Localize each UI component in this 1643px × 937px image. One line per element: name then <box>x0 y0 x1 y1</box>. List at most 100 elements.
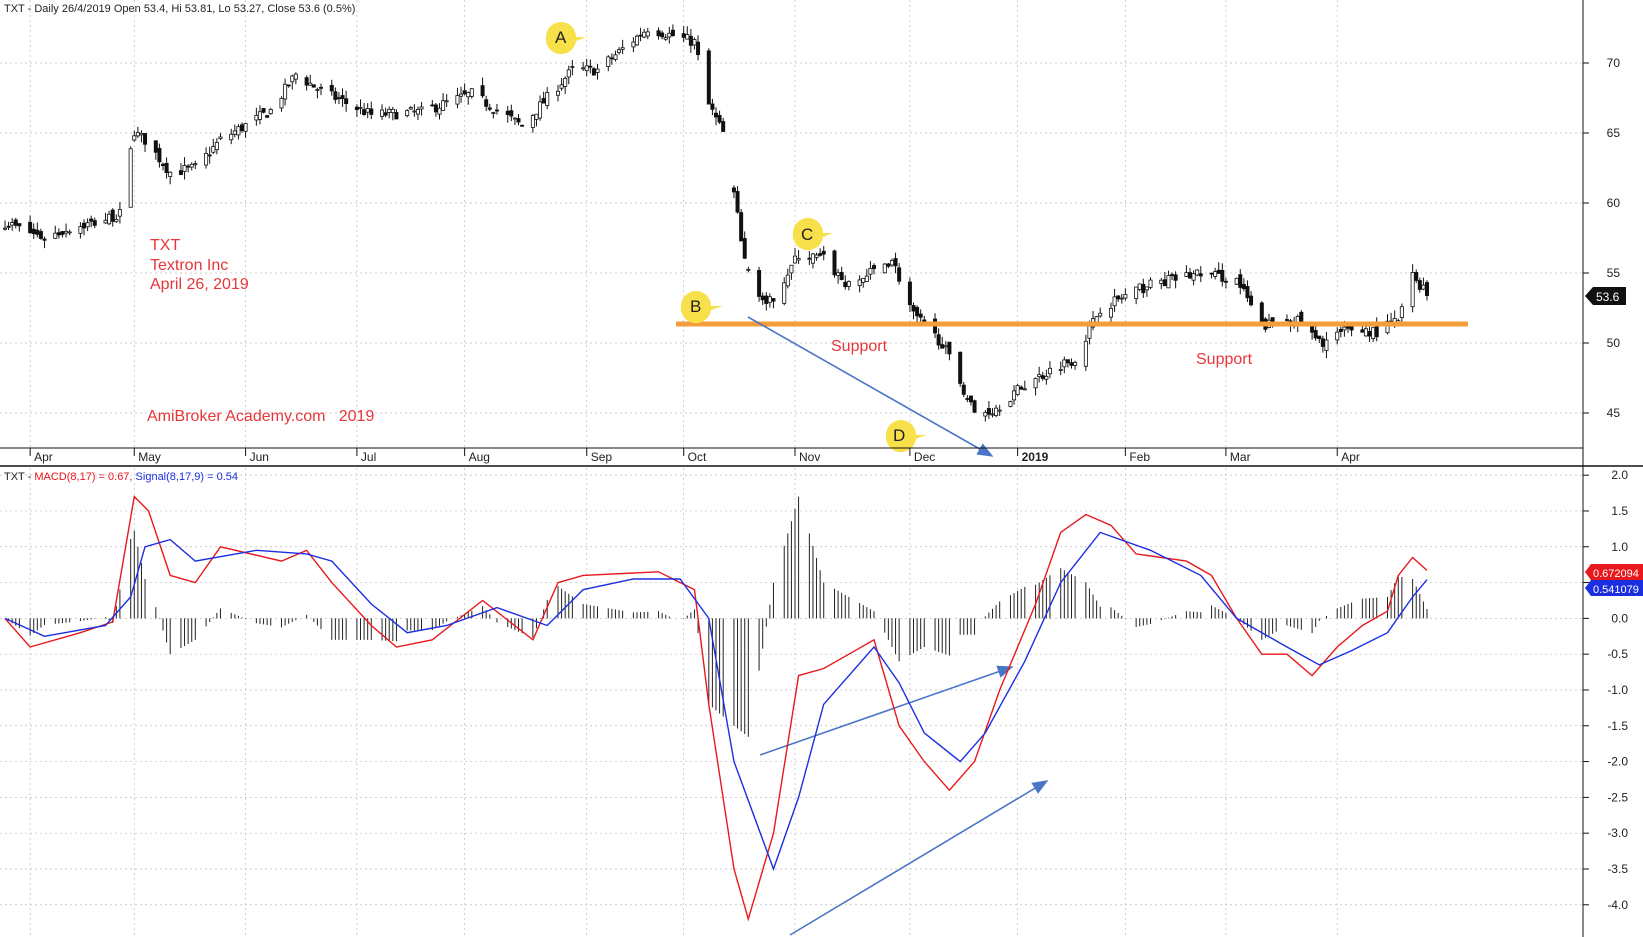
candle <box>735 186 740 214</box>
candle <box>182 157 187 180</box>
candle <box>516 114 521 126</box>
candle <box>595 63 600 80</box>
candle <box>89 215 94 228</box>
candle <box>663 33 668 41</box>
candle <box>42 236 47 249</box>
candle <box>469 88 474 99</box>
x-axis: Apr May Jun Jul Aug Sep Oct Nov Dec 2019 Feb Mar Apr <box>29 448 1360 464</box>
candle <box>1012 385 1017 405</box>
candle <box>1116 295 1121 302</box>
candle <box>128 146 133 208</box>
candle <box>918 309 923 323</box>
candle <box>1109 302 1114 326</box>
candle <box>670 24 675 37</box>
candle <box>3 220 8 231</box>
candle <box>1073 360 1078 370</box>
candle <box>1317 335 1322 344</box>
candle <box>455 87 460 109</box>
candle <box>606 55 611 72</box>
trend-arrow-macd-lower <box>789 780 1049 936</box>
candle <box>53 225 58 239</box>
x-tick-label: Dec <box>914 450 935 464</box>
svg-text:0.541079: 0.541079 <box>1593 584 1639 596</box>
candle <box>1065 359 1070 368</box>
candle <box>1083 334 1088 371</box>
candle <box>117 201 122 224</box>
svg-text:D: D <box>893 426 905 445</box>
candle <box>771 298 776 309</box>
candle <box>986 401 991 419</box>
macd-tick-label: 1.5 <box>1611 504 1628 518</box>
candle <box>997 404 1002 416</box>
price-tick-label: 65 <box>1607 126 1621 140</box>
candle <box>868 260 873 280</box>
price-tick-label: 60 <box>1607 196 1621 210</box>
candle <box>994 404 999 418</box>
candle <box>110 208 115 227</box>
candle <box>408 106 413 110</box>
trend-arrow-macd-upper <box>759 665 1014 756</box>
candle <box>746 266 751 273</box>
candle <box>810 252 815 269</box>
candle <box>67 229 72 236</box>
candle <box>645 27 650 40</box>
candle <box>563 76 568 94</box>
macd-tick-label: -1.5 <box>1607 719 1628 733</box>
last-price-box: 53.6 <box>1585 287 1626 305</box>
callout-a: A <box>545 22 586 55</box>
price-tick-label: 45 <box>1607 406 1621 420</box>
support-label-2: Support <box>1196 351 1253 368</box>
candle <box>437 103 442 120</box>
candle <box>168 171 173 185</box>
x-tick-label: Apr <box>34 450 53 464</box>
candle <box>1259 301 1264 326</box>
candle <box>864 269 869 282</box>
candle <box>968 395 973 406</box>
x-tick-label: Jul <box>361 450 376 464</box>
candle <box>157 143 162 168</box>
candle <box>143 133 148 152</box>
candle <box>1015 383 1020 396</box>
candle <box>268 107 273 115</box>
candle <box>415 106 420 121</box>
macd-tick-label: -1.0 <box>1607 683 1628 697</box>
macd-tick-label: 2.0 <box>1611 468 1628 482</box>
candle <box>132 130 137 142</box>
candle <box>189 162 194 171</box>
candle <box>283 78 288 106</box>
candle <box>1338 326 1343 338</box>
y-axis: 4550556065702.01.51.00.50.0-0.5-1.0-1.5-… <box>1583 56 1628 912</box>
price-header: TXT - Daily 26/4/2019 Open 53.4, Hi 53.8… <box>4 3 355 15</box>
macd-tick-label: -2.5 <box>1607 790 1628 804</box>
candle <box>814 252 819 261</box>
candle <box>340 88 345 107</box>
candle <box>796 250 801 264</box>
candle <box>311 84 316 88</box>
x-tick-label: Aug <box>469 450 490 464</box>
price-tick-label: 50 <box>1607 336 1621 350</box>
candle <box>915 305 920 324</box>
candle <box>293 72 298 85</box>
candle <box>545 87 550 110</box>
candle <box>620 39 625 55</box>
candle <box>972 399 977 414</box>
macd-tick-label: -2.0 <box>1607 755 1628 769</box>
x-tick-label: Mar <box>1230 450 1251 464</box>
candle <box>229 128 234 145</box>
candle <box>85 218 90 232</box>
candle <box>1173 271 1178 289</box>
candle <box>757 266 762 302</box>
x-tick-label: 2019 <box>1022 450 1049 464</box>
candle <box>710 98 715 116</box>
macd-value-box: 0.672094 <box>1585 564 1643 580</box>
candle <box>882 263 887 274</box>
candle <box>1019 385 1024 390</box>
candle <box>1234 277 1239 286</box>
candle <box>13 217 18 229</box>
candle <box>839 266 844 281</box>
candle <box>731 185 736 199</box>
candle <box>785 268 790 289</box>
candle <box>78 222 83 239</box>
candle <box>494 103 499 115</box>
